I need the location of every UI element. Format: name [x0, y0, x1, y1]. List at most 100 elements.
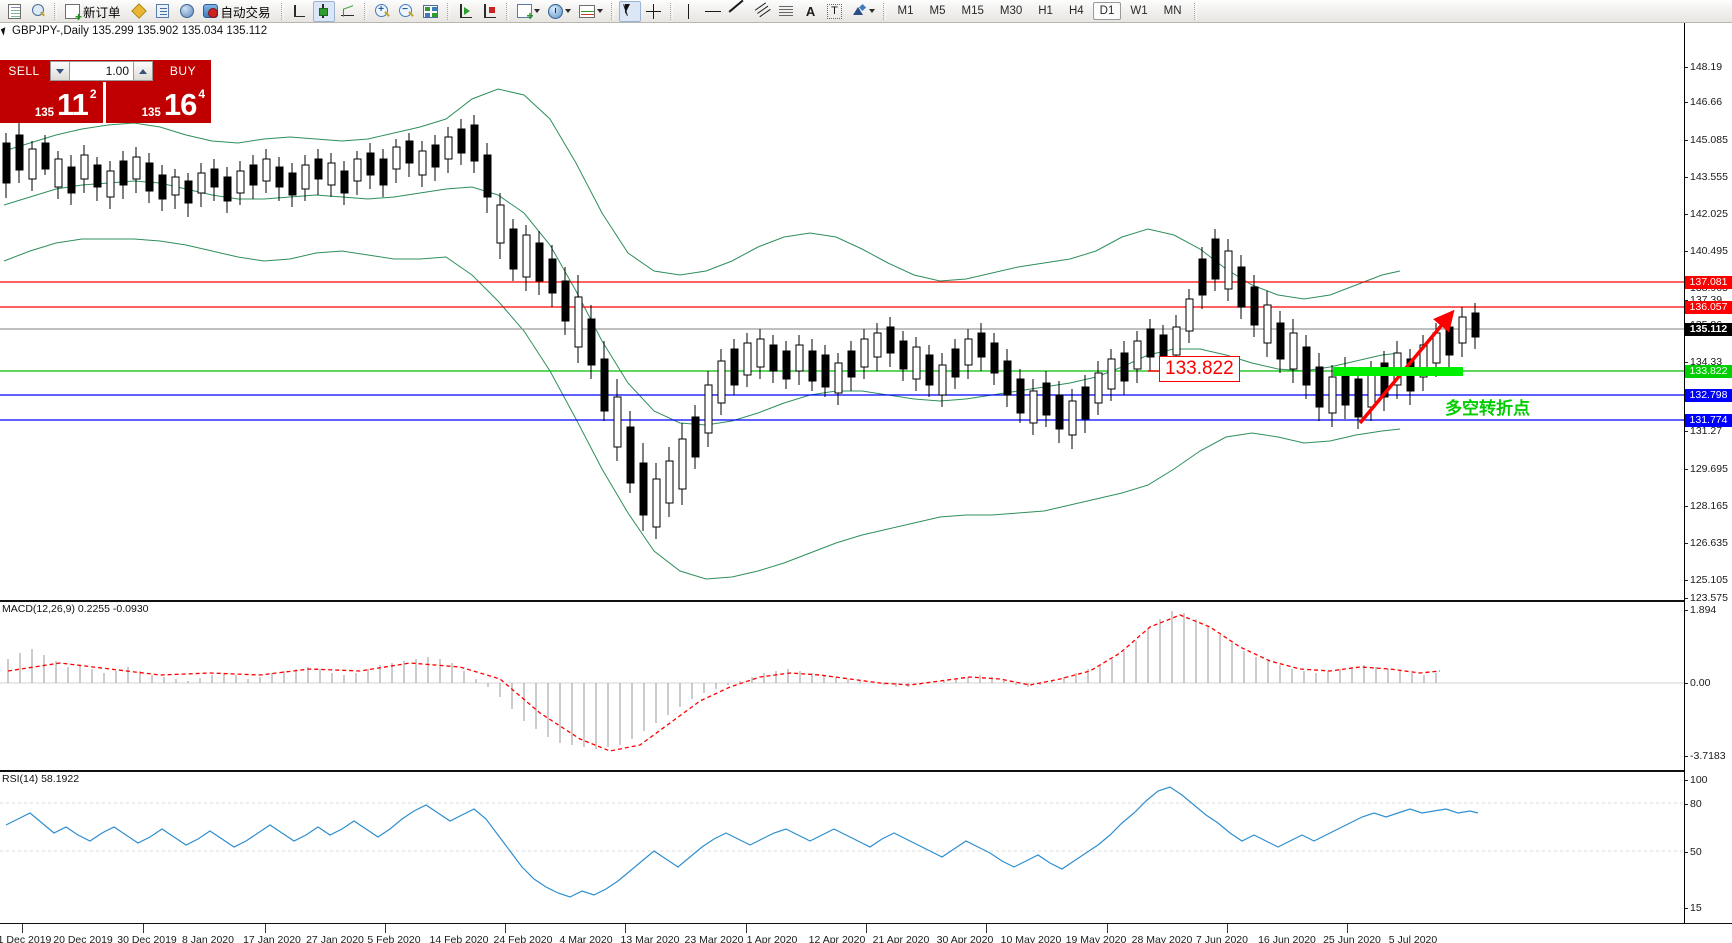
timeframe-d1[interactable]: D1 [1092, 2, 1122, 20]
price-level-badge-support-green[interactable]: 133.822 [1685, 365, 1732, 378]
periods-button[interactable] [545, 1, 574, 22]
buy-price-fraction: 4 [198, 87, 205, 101]
current-price-badge[interactable]: 135.112 [1685, 323, 1732, 336]
zoom-out-button[interactable]: − [396, 1, 418, 22]
vertical-line-button[interactable] [678, 1, 700, 22]
time-tick: 21 Apr 2020 [872, 934, 930, 943]
timeframe-m1[interactable]: M1 [897, 5, 914, 17]
bar-chart-button[interactable] [289, 1, 311, 22]
timeframe-m30[interactable]: M30 [999, 5, 1023, 17]
timeframe-m5[interactable]: M5 [929, 5, 946, 17]
toolbar-separator [1193, 2, 1197, 20]
rsi-pane [0, 786, 1685, 898]
book-icon [156, 4, 170, 18]
text-icon: A [805, 3, 816, 19]
lot-increase-button[interactable] [133, 61, 153, 81]
chart-plot-svg [0, 88, 1685, 898]
fibonacci-button[interactable] [775, 1, 798, 22]
price-scale-axis[interactable]: 148.19 146.66 145.085 143.555 142.025 14… [1684, 23, 1732, 943]
crosshair-button[interactable] [643, 1, 665, 22]
timeframe-h4[interactable]: H4 [1068, 5, 1084, 17]
tile-windows-button[interactable] [420, 1, 442, 22]
lot-size-field[interactable]: 1.00 [48, 60, 155, 82]
candlestick-chart-button[interactable] [312, 0, 335, 22]
buy-button[interactable]: BUY [155, 60, 211, 82]
time-tick: 20 Dec 2019 [53, 934, 113, 943]
clock-icon [547, 3, 563, 19]
time-tick: 23 Mar 2020 [684, 934, 744, 943]
indicators-button[interactable] [514, 1, 543, 22]
rsi-pane-separator [0, 770, 1732, 772]
zoom-in-icon: + [375, 3, 390, 19]
market-watch-button[interactable] [27, 1, 49, 22]
time-tick: 1 Apr 2020 [746, 934, 798, 943]
price-level-badge-support-2[interactable]: 131.774 [1685, 414, 1732, 427]
price-callout-label[interactable]: 133.822 [1159, 356, 1240, 382]
toolbar-separator [505, 2, 509, 20]
shapes-button[interactable] [848, 1, 878, 22]
timeframe-w1[interactable]: W1 [1130, 5, 1148, 17]
timeframe-m15[interactable]: M15 [961, 5, 984, 17]
price-level-badge-resistance-2[interactable]: 136.057 [1685, 301, 1732, 314]
macd-pane [0, 611, 1685, 752]
cursor-icon [624, 4, 635, 18]
one-click-price-row: 135 11 2 135 16 4 [0, 82, 211, 123]
zoom-out-icon: − [399, 3, 414, 19]
chevron-up-icon [139, 68, 147, 74]
metaquotes-id-button[interactable] [176, 1, 198, 22]
one-click-trading-panel[interactable]: SELL 1.00 BUY 135 11 2 135 16 4 [0, 60, 211, 123]
trendline-icon [729, 4, 745, 19]
buy-price-display[interactable]: 135 16 4 [105, 82, 211, 123]
chevron-down-icon[interactable] [533, 9, 540, 13]
buy-price-big: 16 [163, 87, 197, 122]
auto-trading-button[interactable]: 自动交易 [200, 1, 276, 22]
time-gridline [22, 924, 23, 933]
chevron-down-icon[interactable] [596, 9, 603, 13]
price-level-badge-resistance-1[interactable]: 137.081 [1685, 276, 1732, 289]
text-button[interactable]: A [800, 1, 822, 22]
line-chart-icon [340, 4, 355, 18]
templates-button[interactable] [576, 1, 606, 22]
chart-canvas[interactable]: GBPJPY-,Daily 135.299 135.902 135.034 13… [0, 23, 1732, 943]
trendline-button[interactable] [726, 1, 748, 22]
equidistant-channel-button[interactable] [750, 1, 773, 22]
cursor-button[interactable] [618, 0, 641, 22]
price-tick: 123.575 [1685, 593, 1732, 604]
timeframe-mn[interactable]: MN [1163, 5, 1182, 17]
new-order-button[interactable]: 新订单 [62, 1, 126, 22]
sell-button[interactable]: SELL [0, 60, 48, 82]
time-tick: 25 Jun 2020 [1323, 934, 1381, 943]
time-gridline [143, 924, 144, 933]
chevron-down-icon[interactable] [564, 9, 571, 13]
chart-shift-button[interactable] [455, 1, 477, 22]
price-tick: 131.27 [1685, 426, 1732, 437]
toolbar-separator [610, 2, 614, 20]
line-chart-button[interactable] [337, 1, 359, 22]
strategy-tester-button[interactable] [152, 1, 174, 22]
horizontal-line-icon [704, 4, 721, 19]
chinese-annotation-text[interactable]: 多空转折点 [1445, 399, 1530, 419]
macd-tick-max: 1.894 [1685, 605, 1732, 616]
time-gridline [625, 924, 626, 933]
time-scale-axis[interactable]: 11 Dec 2019 20 Dec 2019 30 Dec 2019 8 Ja… [0, 923, 1732, 943]
text-label-button[interactable]: T [824, 1, 846, 22]
timeframe-h1[interactable]: H1 [1038, 5, 1053, 17]
zoom-in-button[interactable]: + [372, 1, 394, 22]
time-tick: 7 Jun 2020 [1196, 934, 1248, 943]
support-zone-rectangle[interactable] [1333, 367, 1463, 376]
sell-price-display[interactable]: 135 11 2 [0, 82, 103, 123]
lot-size-value[interactable]: 1.00 [70, 61, 133, 81]
lot-decrease-button[interactable] [50, 61, 70, 81]
chevron-down-icon[interactable] [868, 9, 875, 13]
price-tick: 126.635 [1685, 538, 1732, 549]
expert-advisors-button[interactable] [128, 1, 150, 22]
auto-trading-icon [202, 4, 218, 18]
bar-chart-icon [292, 4, 307, 18]
rsi-tick-80: 80 [1685, 799, 1732, 810]
magnifier-icon [31, 3, 46, 19]
price-level-badge-support-1[interactable]: 132.798 [1685, 389, 1732, 402]
new-chart-button[interactable] [3, 1, 25, 22]
toolbar-separator [446, 2, 450, 20]
auto-scroll-button[interactable] [479, 1, 501, 22]
horizontal-line-button[interactable] [702, 1, 724, 22]
